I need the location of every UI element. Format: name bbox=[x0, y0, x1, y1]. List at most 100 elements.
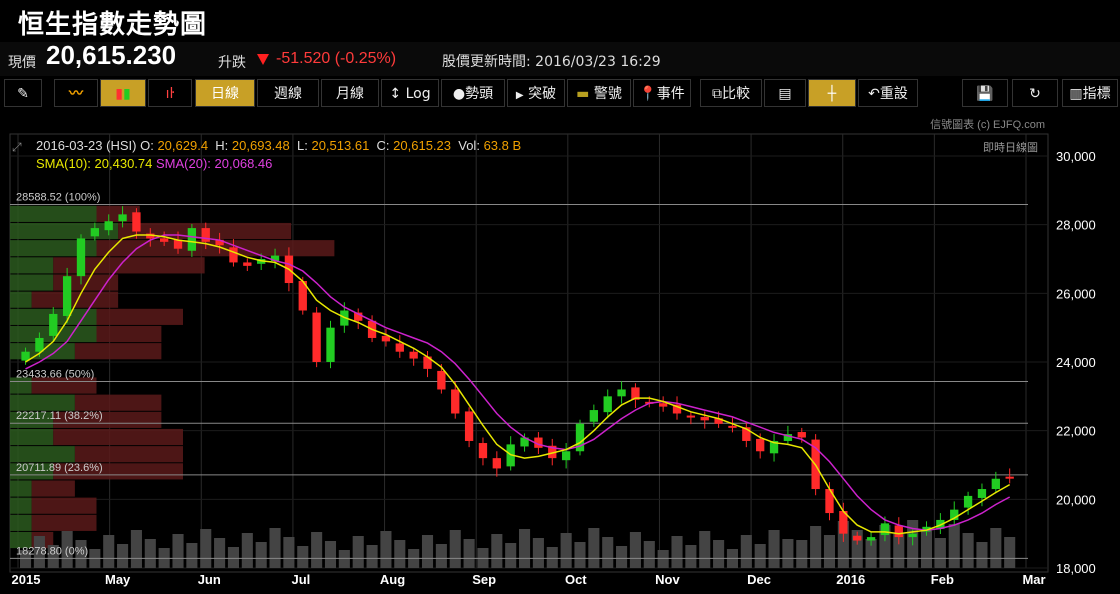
x-tick-label: 2015 bbox=[12, 572, 41, 587]
volume-profile-bull bbox=[10, 446, 75, 463]
log-scale-button[interactable]: ↕ Log bbox=[381, 79, 439, 107]
down-arrow-icon bbox=[257, 54, 269, 65]
save-button[interactable]: 💾 bbox=[962, 79, 1008, 107]
tab-day[interactable]: 日線 bbox=[195, 79, 255, 107]
volume-bar bbox=[713, 540, 725, 568]
candle-body bbox=[769, 440, 779, 454]
volume-bar bbox=[879, 525, 891, 568]
expand-icon[interactable]: ⤢ bbox=[12, 140, 22, 154]
candle-body bbox=[672, 404, 682, 414]
volume-profile-bull bbox=[10, 205, 97, 222]
volume-profile-bear bbox=[53, 463, 183, 480]
draw-pencil-button[interactable]: ✎ bbox=[4, 79, 42, 107]
ohlc-low: 20,513.61 bbox=[311, 138, 370, 153]
x-tick-label: Dec bbox=[747, 572, 771, 587]
y-tick-label: 20,000 bbox=[1056, 492, 1096, 507]
volume-bar bbox=[491, 534, 503, 568]
volume-profile-bear bbox=[31, 291, 119, 308]
candle-body bbox=[187, 228, 197, 251]
volume-bar bbox=[449, 530, 461, 568]
compare-icon: ⧉ bbox=[712, 86, 722, 102]
volume-bar bbox=[421, 535, 434, 568]
alert-button[interactable]: ▬ 警號 bbox=[567, 79, 631, 107]
alert-flag-icon: ▬ bbox=[576, 86, 590, 102]
volume-profile-bull bbox=[10, 497, 32, 514]
volume-bar bbox=[47, 545, 59, 568]
volume-bar bbox=[505, 543, 517, 568]
volume-bar bbox=[241, 533, 253, 568]
ohlc-close: 20,615.23 bbox=[393, 138, 452, 153]
candle-chart-button[interactable]: ▮▮ bbox=[100, 79, 146, 107]
line-chart-button[interactable]: 〰 bbox=[54, 79, 98, 107]
candle-body bbox=[700, 416, 709, 421]
x-tick-label: Jun bbox=[198, 572, 221, 587]
trend-button[interactable]: ●勢頭 bbox=[441, 79, 505, 107]
candle-body bbox=[617, 389, 626, 397]
fib-label: 20711.89 (23.6%) bbox=[16, 462, 103, 474]
ohlc-bar-icon: ıŀ bbox=[165, 86, 175, 102]
volume-bar bbox=[366, 545, 378, 568]
candle-body bbox=[839, 511, 848, 534]
quote-bar: 現價 20,615.230 升跌 -51.520 (-0.25%) 股價更新時間… bbox=[0, 40, 1120, 76]
x-tick-label: Aug bbox=[380, 572, 405, 587]
volume-profile-bull bbox=[10, 480, 32, 497]
crosshair-button[interactable]: ┼ bbox=[808, 79, 856, 107]
candle-body bbox=[714, 418, 723, 424]
volume-bar bbox=[61, 531, 73, 568]
event-button[interactable]: 📍事件 bbox=[633, 79, 691, 107]
volume-bar bbox=[463, 539, 475, 568]
tab-week[interactable]: 週線 bbox=[257, 79, 319, 107]
chart-toolbar: ✎ 〰 ▮▮ ıŀ 日線 週線 月線 ↕ Log ●勢頭 ▶ 突破 ▬ 警號 📍… bbox=[0, 78, 1120, 110]
volume-bar bbox=[823, 535, 836, 568]
candlestick-icon: ▮▮ bbox=[115, 86, 131, 102]
refresh-button[interactable]: ↻ bbox=[1012, 79, 1058, 107]
fib-label: 28588.52 (100%) bbox=[16, 191, 100, 203]
sma20-line bbox=[25, 234, 1011, 531]
line-chart-icon: 〰 bbox=[69, 86, 83, 102]
volume-profile-bull bbox=[10, 411, 54, 428]
volume-bar bbox=[657, 550, 669, 568]
compare-button[interactable]: ⧉比較 bbox=[700, 79, 762, 107]
candle-body bbox=[561, 451, 571, 461]
x-tick-label: Oct bbox=[565, 572, 587, 587]
notes-button[interactable]: ▤ bbox=[764, 79, 806, 107]
indicator-icon: ▥ bbox=[1069, 86, 1083, 102]
ohlc-symbol: (HSI) bbox=[106, 138, 137, 153]
candle-body bbox=[76, 238, 86, 277]
volume-bar bbox=[214, 538, 226, 568]
candle-body bbox=[409, 351, 418, 359]
breakout-button[interactable]: ▶ 突破 bbox=[507, 79, 565, 107]
candle-body bbox=[270, 255, 280, 262]
volume-bar bbox=[546, 547, 558, 568]
candle-body bbox=[146, 233, 155, 239]
volume-bar bbox=[851, 530, 863, 568]
bar-chart-button[interactable]: ıŀ bbox=[148, 79, 192, 107]
volume-profile-bull bbox=[10, 240, 97, 257]
x-tick-label: Mar bbox=[1022, 572, 1045, 587]
reset-button[interactable]: ↶重設 bbox=[858, 79, 918, 107]
indicator-button[interactable]: ▥指標 bbox=[1062, 79, 1118, 107]
candle-body bbox=[21, 351, 30, 361]
candle-body bbox=[686, 415, 696, 418]
candle-body bbox=[991, 478, 1000, 490]
volume-bar bbox=[740, 535, 752, 568]
volume-bar bbox=[352, 536, 364, 568]
candle-body bbox=[797, 432, 806, 438]
volume-profile-bear bbox=[31, 480, 75, 497]
volume-bar bbox=[574, 542, 586, 568]
x-tick-label: 2016 bbox=[836, 572, 865, 587]
y-tick-label: 26,000 bbox=[1056, 286, 1096, 301]
candle-body bbox=[825, 489, 834, 514]
candle-body bbox=[451, 389, 460, 414]
volume-bar bbox=[283, 537, 295, 568]
x-tick-label: Jul bbox=[292, 572, 311, 587]
candle-body bbox=[90, 228, 100, 237]
candle-body bbox=[62, 276, 72, 316]
tab-month[interactable]: 月線 bbox=[321, 79, 379, 107]
candle-body bbox=[631, 387, 640, 400]
volume-bar bbox=[962, 533, 974, 568]
candle-body bbox=[894, 525, 903, 538]
hsi-candlestick-chart[interactable]: 2015 May Jun Jul Aug Sep Oct Nov Dec 2016 Feb Mar 18… bbox=[0, 112, 1120, 594]
candle-body bbox=[229, 247, 238, 263]
volume-profile-bear bbox=[96, 308, 183, 325]
